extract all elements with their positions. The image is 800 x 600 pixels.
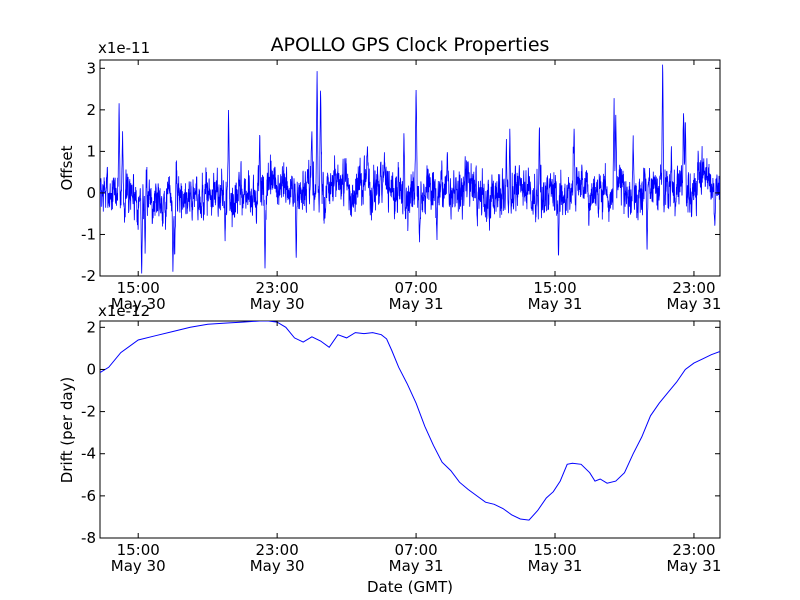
offset-axes-frame: [99, 59, 721, 277]
drift-x-tick-time: 15:00: [117, 541, 160, 559]
drift-y-tick-label: -4: [81, 445, 96, 463]
drift-y-tick-label: -6: [81, 487, 96, 505]
drift-y-axis-label: Drift (per day): [58, 377, 76, 484]
drift-y-tick-label: 2: [86, 318, 96, 336]
offset-y-tick-label: 2: [86, 101, 96, 119]
drift-scale-label: x1e-12: [98, 302, 150, 320]
drift-x-tick-date: May 30: [250, 557, 305, 575]
offset-x-tick-time: 15:00: [533, 279, 576, 297]
drift-y-ticks: -8 -6 -4 -2 0 2: [81, 318, 720, 547]
offset-x-tick-time: 23:00: [256, 279, 299, 297]
offset-y-ticks: -2 -1 0 1 2 3: [81, 59, 720, 285]
drift-x-tick-time: 15:00: [533, 541, 576, 559]
chart-title: APOLLO GPS Clock Properties: [271, 34, 550, 56]
drift-series-line: [100, 321, 720, 521]
drift-y-tick-label: -2: [81, 403, 96, 421]
drift-x-tick-time: 23:00: [672, 541, 715, 559]
offset-y-tick-label: -1: [81, 225, 96, 243]
drift-x-tick-date: May 31: [528, 557, 583, 575]
offset-series-line: [100, 64, 720, 274]
offset-y-tick-label: 1: [86, 142, 96, 160]
offset-x-tick-date: May 31: [667, 295, 722, 313]
drift-axes-frame: [99, 320, 721, 539]
offset-series-layer: [100, 64, 720, 274]
drift-y-tick-label: 0: [86, 360, 96, 378]
offset-x-tick-date: May 31: [528, 295, 583, 313]
offset-x-tick-date: May 31: [389, 295, 444, 313]
drift-x-tick-date: May 30: [111, 557, 166, 575]
drift-x-tick-time: 23:00: [256, 541, 299, 559]
drift-y-tick-label: -8: [81, 529, 96, 547]
offset-scale-label: x1e-11: [98, 39, 150, 57]
drift-x-tick-time: 07:00: [394, 541, 437, 559]
offset-x-tick-time: 15:00: [117, 279, 160, 297]
x-axis-label: Date (GMT): [367, 578, 453, 596]
drift-x-tick-date: May 31: [389, 557, 444, 575]
offset-y-tick-label: -2: [81, 267, 96, 285]
offset-y-tick-label: 3: [86, 59, 96, 77]
drift-series-layer: [100, 321, 720, 521]
offset-y-tick-label: 0: [86, 184, 96, 202]
offset-x-tick-time: 07:00: [394, 279, 437, 297]
offset-y-axis-label: Offset: [58, 145, 76, 190]
drift-x-tick-date: May 31: [667, 557, 722, 575]
offset-x-tick-time: 23:00: [672, 279, 715, 297]
offset-x-tick-date: May 30: [250, 295, 305, 313]
offset-x-tick-date: May 30: [111, 295, 166, 313]
